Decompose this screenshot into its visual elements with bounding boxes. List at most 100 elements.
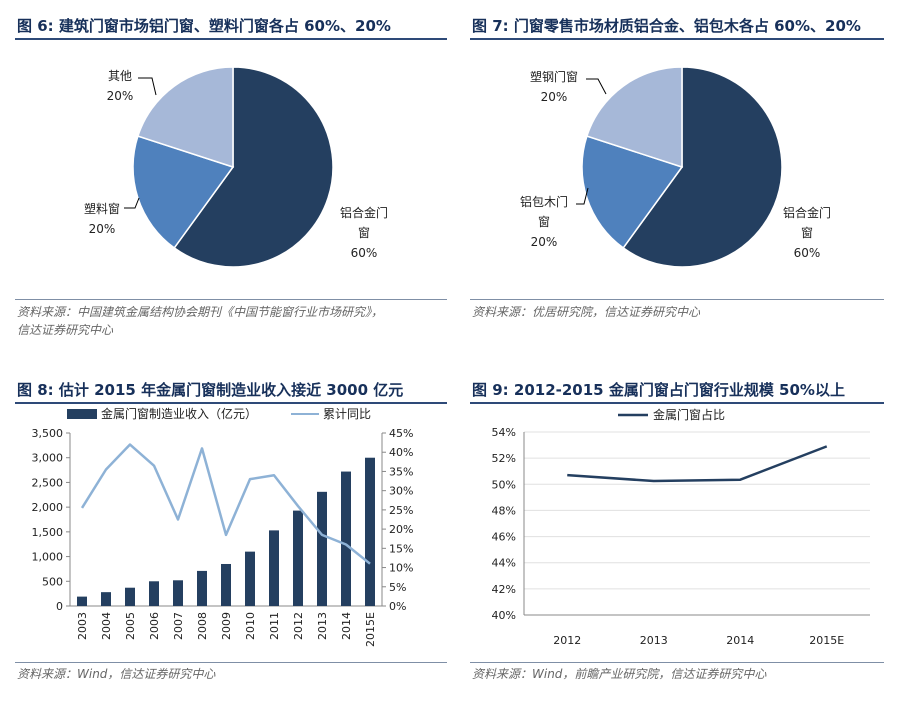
x-tick-label: 2014: [340, 612, 353, 640]
x-tick-label: 2013: [316, 612, 329, 640]
right-tick-label: 30%: [389, 485, 413, 498]
x-tick-label: 2008: [196, 612, 209, 640]
left-tick-label: 1,500: [32, 526, 64, 539]
bar-2009: [221, 563, 231, 606]
pie-label-name-2: 塑料窗: [84, 201, 120, 216]
left-tick-label: 3,500: [32, 427, 64, 440]
pie-label-name-2: 铝包木门: [520, 194, 568, 209]
pie-slice-1: [622, 66, 783, 268]
figure-9-source-rule: [470, 662, 884, 663]
x-tick-label: 2015E: [809, 634, 844, 647]
x-tick-label: 2010: [244, 612, 257, 640]
figure-7-source-rule: [470, 299, 884, 300]
figure-8-source-rule: [15, 662, 447, 663]
pie-slice-2: [132, 135, 235, 249]
figure-9-panel: 图 9: 2012-2015 金属门窗占门窗行业规模 50%以上 金属门窗占比 4…: [470, 376, 884, 694]
y-tick-label: 46%: [492, 531, 516, 544]
figure-6-panel: 图 6: 建筑门窗市场铝门窗、塑料门窗各占 60%、20% 铝合金门窗 60% 塑料…: [15, 12, 447, 342]
x-tick-label: 2004: [100, 612, 113, 640]
left-tick-label: 0: [56, 600, 63, 613]
x-tick-label: 2003: [76, 612, 89, 640]
yoy-growth-line: [80, 443, 371, 565]
right-tick-label: 5%: [389, 581, 406, 594]
legend-label: 金属门窗占比: [653, 407, 725, 422]
x-tick-label: 2015E: [364, 612, 377, 647]
figure-7-panel: 图 7: 门窗零售市场材质铝合金、铝包木各占 60%、20% 铝合金门窗 60% 铝…: [470, 12, 884, 342]
y-tick-label: 52%: [492, 452, 516, 465]
pie-slice-2: [581, 135, 684, 249]
figure-6-source-line2: 信达证券研究中心: [17, 323, 114, 337]
pie-label-name-cont-2: 窗: [538, 215, 550, 229]
figure-7-title: 图 7: 门窗零售市场材质铝合金、铝包木各占 60%、20%: [472, 17, 861, 35]
x-tick-label: 2009: [220, 612, 233, 640]
figure-6-source-rule: [15, 299, 447, 300]
pie-label-name-3: 其他: [108, 69, 132, 83]
left-tick-label: 500: [42, 575, 63, 588]
right-tick-label: 40%: [389, 446, 413, 459]
pie-label-pct-3: 20%: [541, 90, 568, 104]
bar-2011: [269, 530, 279, 606]
figure-6-title-bar: 图 6: 建筑门窗市场铝门窗、塑料门窗各占 60%、20%: [15, 12, 447, 40]
pie-label-name-1: 铝合金门: [783, 205, 831, 220]
legend-line-label: 累计同比: [323, 407, 371, 421]
left-tick-label: 2,000: [32, 501, 64, 514]
right-tick-label: 45%: [389, 427, 413, 440]
pie-label-name-cont-1: 窗: [358, 226, 370, 240]
pie-label-name-cont-1: 窗: [801, 226, 813, 240]
y-tick-label: 40%: [492, 609, 516, 622]
x-tick-label: 2013: [640, 634, 668, 647]
pie-slice-1: [173, 66, 334, 268]
right-tick-label: 35%: [389, 465, 413, 478]
figure-9-title-bar: 图 9: 2012-2015 金属门窗占门窗行业规模 50%以上: [470, 376, 884, 404]
pie-slice-3: [585, 66, 683, 169]
legend-bar-label: 金属门窗制造业收入（亿元）: [101, 406, 257, 421]
pie-leader-line-3: [138, 77, 157, 96]
bar-2014: [341, 471, 351, 606]
figure-6-title: 图 6: 建筑门窗市场铝门窗、塑料门窗各占 60%、20%: [17, 17, 391, 35]
right-tick-label: 0%: [389, 600, 406, 613]
pie-leader-line-2: [124, 197, 140, 209]
left-tick-label: 1,000: [32, 551, 64, 564]
bar-2008: [197, 570, 207, 606]
share-line: [567, 445, 828, 483]
x-tick-label: 2007: [172, 612, 185, 640]
bar-2012: [293, 510, 303, 606]
y-tick-label: 50%: [492, 478, 516, 491]
figure-8-title: 图 8: 估计 2015 年金属门窗制造业收入接近 3000 亿元: [17, 381, 404, 399]
y-tick-label: 44%: [492, 557, 516, 570]
bar-2006: [149, 581, 159, 606]
right-tick-label: 15%: [389, 542, 413, 555]
x-tick-label: 2014: [726, 634, 754, 647]
y-tick-label: 48%: [492, 504, 516, 517]
pie-label-pct-2: 20%: [89, 222, 116, 236]
right-tick-label: 25%: [389, 504, 413, 517]
pie-label-pct-1: 60%: [794, 246, 821, 260]
x-tick-label: 2012: [292, 612, 305, 640]
figure-7-source: 资料来源：优居研究院，信达证券研究中心: [472, 305, 701, 319]
figure-8-source: 资料来源：Wind，信达证券研究中心: [17, 667, 216, 681]
pie-label-pct-3: 20%: [107, 89, 134, 103]
pie-label-pct-2: 20%: [531, 235, 558, 249]
pie-label-name-1: 铝合金门: [340, 205, 388, 220]
figure-6-source-line1: 资料来源：中国建筑金属结构协会期刊《中国节能窗行业市场研究》，: [17, 305, 384, 319]
figure-7-title-bar: 图 7: 门窗零售市场材质铝合金、铝包木各占 60%、20%: [470, 12, 884, 40]
left-tick-label: 3,000: [32, 452, 64, 465]
x-tick-label: 2005: [124, 612, 137, 640]
right-tick-label: 10%: [389, 562, 413, 575]
x-tick-label: 2006: [148, 612, 161, 640]
figure-8-panel: 图 8: 估计 2015 年金属门窗制造业收入接近 3000 亿元 金属门窗制造…: [15, 376, 447, 694]
x-tick-label: 2012: [553, 634, 581, 647]
pie-label-name-3: 塑钢门窗: [530, 69, 578, 84]
right-tick-label: 20%: [389, 523, 413, 536]
figure-8-title-bar: 图 8: 估计 2015 年金属门窗制造业收入接近 3000 亿元: [15, 376, 447, 404]
pie-label-pct-1: 60%: [351, 246, 378, 260]
bar-2004: [101, 592, 111, 606]
bar-2015E: [365, 457, 375, 606]
x-tick-label: 2011: [268, 612, 281, 640]
bar-2005: [125, 587, 135, 606]
pie-leader-line-3: [586, 78, 607, 95]
figure-9-line-chart: 金属门窗占比 40% 42% 44% 46% 48% 50% 52% 54% 2012 2013 20…: [492, 407, 870, 647]
bar-2013: [317, 491, 327, 606]
